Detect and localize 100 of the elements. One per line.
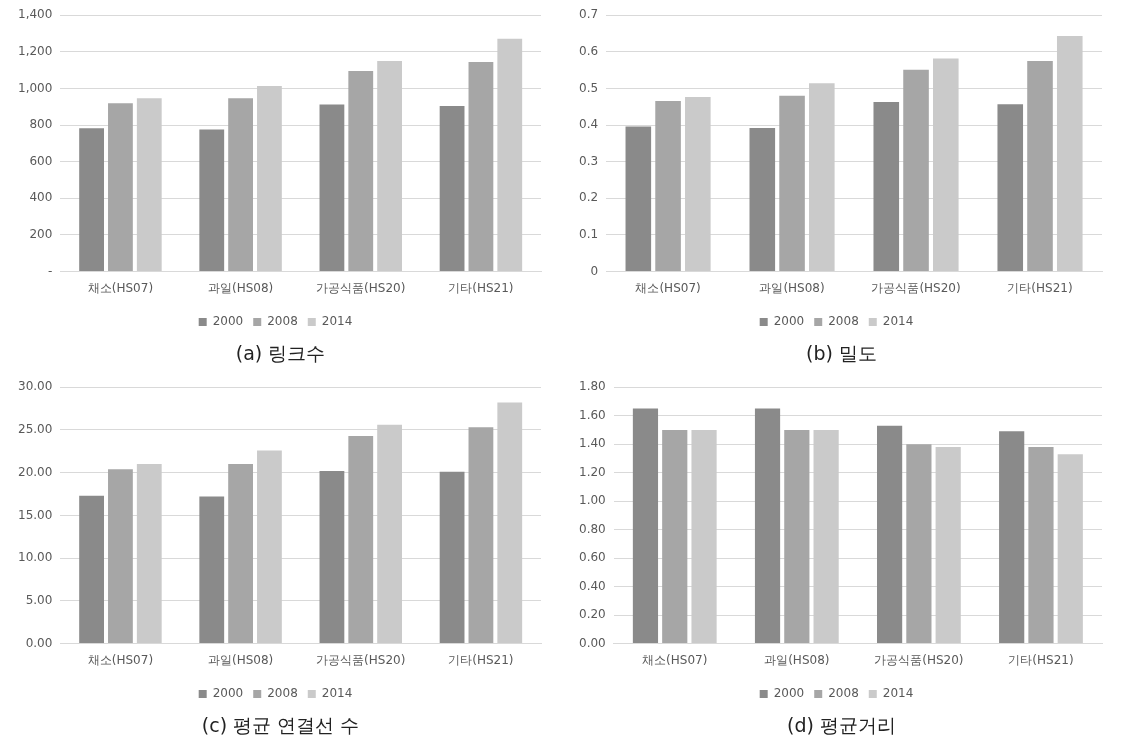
bar	[377, 60, 402, 272]
y-tick-label: 200	[29, 227, 53, 242]
y-tick-label: -	[48, 263, 53, 278]
bar	[685, 96, 711, 272]
legend-label: 2014	[882, 686, 914, 701]
bar	[257, 85, 282, 272]
y-tick-label: 800	[29, 117, 53, 132]
bar	[439, 471, 465, 644]
legend-label: 2014	[321, 314, 353, 329]
x-tick-label: 가공식품(HS20)	[874, 652, 964, 667]
x-tick-label: 기타(HS21)	[448, 280, 514, 295]
bar	[108, 103, 133, 272]
text: (a) 링크수	[234, 341, 327, 366]
text: (c) 평균 연결선 수	[200, 713, 361, 738]
bar	[439, 106, 465, 272]
x-tick-label: 채소(HS07)	[642, 652, 708, 667]
legend-label: 2000	[773, 314, 805, 329]
bar	[497, 38, 523, 272]
y-tick-label: 20.00	[17, 464, 53, 479]
bar	[625, 126, 652, 272]
y-tick-label: 1.00	[579, 493, 606, 508]
y-tick-label: 1,200	[17, 43, 53, 58]
y-tick-label: 10.00	[17, 550, 53, 565]
bar	[809, 83, 835, 272]
bar	[228, 464, 253, 644]
bar	[468, 427, 494, 644]
y-tick-label: 0.3	[578, 153, 599, 168]
legend-label: 2014	[321, 686, 353, 701]
y-tick-label: 0.60	[579, 550, 606, 565]
y-tick-label: 0.80	[579, 521, 606, 536]
x-tick-label: 기타(HS21)	[448, 652, 514, 667]
legend-label: 2000	[212, 314, 244, 329]
bar	[199, 496, 225, 644]
bar	[932, 58, 959, 272]
y-tick-label: 1.60	[579, 407, 606, 422]
bar	[497, 402, 523, 644]
y-tick-label: 0.40	[579, 578, 606, 593]
bar	[79, 128, 104, 272]
bar	[348, 70, 374, 272]
bar	[468, 62, 494, 272]
bar	[199, 129, 225, 272]
y-tick-label: 0.6	[578, 43, 599, 58]
y-tick-label: 1,400	[17, 7, 53, 22]
y-tick-label: 1.40	[579, 436, 606, 451]
y-tick-label: 600	[29, 153, 53, 168]
bar	[257, 450, 282, 644]
bar	[79, 495, 104, 644]
bar	[136, 98, 162, 272]
x-tick-label: 채소(HS07)	[87, 280, 154, 295]
y-tick-label: 0.7	[578, 7, 599, 22]
y-tick-label: 0.00	[25, 635, 53, 650]
x-tick-label: 과일(HS08)	[207, 280, 274, 295]
y-tick-label: 0.1	[578, 227, 599, 242]
x-tick-label: 과일(HS08)	[759, 280, 825, 295]
x-tick-label: 과일(HS08)	[764, 652, 830, 667]
bar	[377, 424, 402, 644]
bar	[997, 104, 1024, 272]
y-tick-label: 0.20	[579, 607, 606, 622]
bar	[228, 98, 253, 272]
y-tick-label: 1,000	[17, 80, 53, 95]
y-tick-label: 30.00	[17, 379, 53, 394]
bar	[1056, 36, 1083, 272]
bar	[348, 435, 374, 644]
legend-label: 2008	[828, 314, 859, 329]
bar	[749, 128, 776, 272]
y-tick-label: 0.5	[578, 80, 599, 95]
y-tick-label: 1.20	[579, 464, 606, 479]
legend-label: 2000	[212, 686, 244, 701]
bar	[108, 469, 133, 644]
text: (b) 밀도	[805, 341, 878, 366]
y-tick-label: 0.00	[579, 635, 606, 650]
y-tick-label: 400	[29, 190, 53, 205]
bar	[319, 104, 345, 272]
bar	[319, 470, 345, 644]
legend-label: 2008	[267, 314, 298, 329]
bar	[903, 69, 929, 272]
legend-label: 2000	[773, 686, 805, 701]
y-tick-label: 5.00	[25, 592, 53, 607]
y-tick-label: 1.80	[579, 379, 606, 394]
legend-label: 2014	[882, 314, 914, 329]
x-tick-label: 기타(HS21)	[1008, 652, 1074, 667]
y-tick-label: 0	[590, 263, 599, 278]
y-tick-label: 0.4	[578, 117, 599, 132]
x-tick-label: 채소(HS07)	[635, 280, 701, 295]
y-tick-label: 15.00	[17, 507, 53, 522]
x-tick-label: 기타(HS21)	[1007, 280, 1073, 295]
bar	[779, 95, 805, 272]
y-tick-label: 0.2	[578, 190, 599, 205]
y-tick-label: 25.00	[17, 422, 53, 437]
bar	[1027, 60, 1053, 272]
bar	[655, 100, 681, 272]
x-tick-label: 가공식품(HS20)	[871, 280, 961, 295]
x-tick-label: 가공식품(HS20)	[316, 280, 406, 295]
legend-label: 2008	[828, 686, 859, 701]
bar	[136, 464, 162, 644]
x-tick-label: 과일(HS08)	[207, 652, 274, 667]
x-tick-label: 채소(HS07)	[87, 652, 154, 667]
bar	[873, 102, 900, 272]
text: (d) 평균거리	[786, 713, 897, 738]
x-tick-label: 가공식품(HS20)	[316, 652, 406, 667]
